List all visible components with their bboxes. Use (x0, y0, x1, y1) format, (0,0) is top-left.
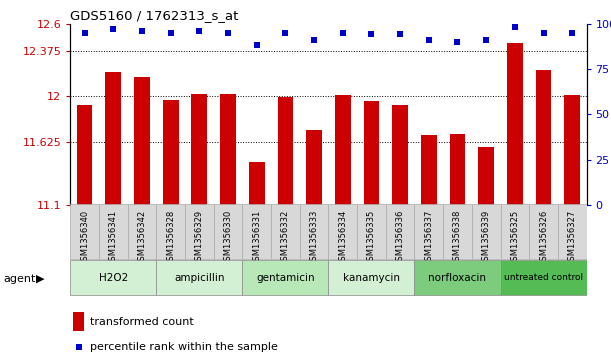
Bar (73, 313, 84, 331)
Text: GDS5160 / 1762313_s_at: GDS5160 / 1762313_s_at (70, 9, 239, 23)
Bar (414, 204, 443, 259)
Text: GSM1356328: GSM1356328 (166, 210, 175, 266)
Text: norfloxacin: norfloxacin (428, 273, 486, 283)
Text: GSM1356341: GSM1356341 (109, 210, 118, 266)
Bar (214, 204, 243, 259)
Bar (156, 260, 243, 295)
Text: agent: agent (3, 274, 35, 284)
Bar (70, 260, 156, 295)
Bar (565, 95, 580, 205)
Bar (243, 260, 328, 295)
Text: GSM1356335: GSM1356335 (367, 210, 376, 266)
Point (137, 28, 147, 34)
Bar (99, 204, 128, 259)
Bar (450, 134, 466, 205)
Text: GSM1356337: GSM1356337 (424, 210, 433, 266)
Text: GSM1356333: GSM1356333 (310, 210, 318, 266)
Bar (249, 162, 265, 205)
Text: GSM1356331: GSM1356331 (252, 210, 262, 266)
Bar (191, 94, 207, 205)
Text: GSM1356338: GSM1356338 (453, 210, 462, 266)
Point (280, 30, 290, 36)
Bar (128, 204, 156, 259)
Text: GSM1356342: GSM1356342 (137, 210, 147, 266)
Bar (558, 204, 587, 259)
Bar (271, 204, 300, 259)
Bar (300, 204, 329, 259)
Text: GSM1356332: GSM1356332 (281, 210, 290, 266)
Bar (335, 95, 351, 205)
Point (223, 30, 233, 36)
Text: kanamycin: kanamycin (343, 273, 400, 283)
Text: GSM1356329: GSM1356329 (195, 210, 204, 266)
Bar (77, 105, 92, 205)
Point (539, 30, 549, 36)
Text: percentile rank within the sample: percentile rank within the sample (90, 342, 278, 352)
Bar (529, 204, 558, 259)
Text: GSM1356336: GSM1356336 (395, 210, 404, 266)
Bar (478, 147, 494, 205)
Bar (414, 260, 500, 295)
Bar (364, 101, 379, 205)
Text: transformed count: transformed count (90, 317, 194, 327)
Bar (472, 204, 500, 259)
Point (79, 30, 89, 36)
Bar (357, 204, 386, 259)
Text: gentamicin: gentamicin (256, 273, 315, 283)
Bar (277, 97, 293, 205)
Point (166, 30, 175, 36)
Point (367, 32, 376, 37)
Bar (421, 135, 437, 205)
Text: untreated control: untreated control (504, 273, 583, 282)
Bar (243, 204, 271, 259)
Point (398, 188, 408, 194)
Bar (134, 77, 150, 205)
Bar (220, 94, 236, 205)
Point (108, 26, 118, 32)
Bar (392, 105, 408, 205)
Bar (185, 204, 214, 259)
Bar (500, 204, 529, 259)
Text: GSM1356327: GSM1356327 (568, 210, 577, 266)
Bar (500, 260, 587, 295)
Point (338, 30, 348, 36)
Bar (306, 130, 322, 205)
Bar (329, 204, 357, 259)
Text: ▶: ▶ (35, 274, 44, 284)
Bar (536, 70, 551, 205)
Text: GSM1356339: GSM1356339 (481, 210, 491, 266)
Bar (443, 204, 472, 259)
Point (510, 24, 520, 30)
Bar (163, 100, 178, 205)
Bar (329, 260, 414, 295)
Bar (386, 204, 414, 259)
Point (252, 42, 262, 48)
Point (395, 32, 405, 37)
Point (453, 39, 463, 45)
Text: GSM1356325: GSM1356325 (510, 210, 519, 266)
Bar (70, 204, 99, 259)
Point (194, 28, 204, 34)
Point (309, 37, 319, 43)
Bar (156, 204, 185, 259)
Point (568, 30, 577, 36)
Text: GSM1356326: GSM1356326 (539, 210, 548, 266)
Text: H2O2: H2O2 (98, 273, 128, 283)
Text: GSM1356334: GSM1356334 (338, 210, 347, 266)
Point (481, 37, 491, 43)
Bar (507, 43, 523, 205)
Point (424, 37, 434, 43)
Text: GSM1356330: GSM1356330 (224, 210, 233, 266)
Text: ampicillin: ampicillin (174, 273, 225, 283)
Text: GSM1356340: GSM1356340 (80, 210, 89, 266)
Bar (106, 72, 121, 205)
